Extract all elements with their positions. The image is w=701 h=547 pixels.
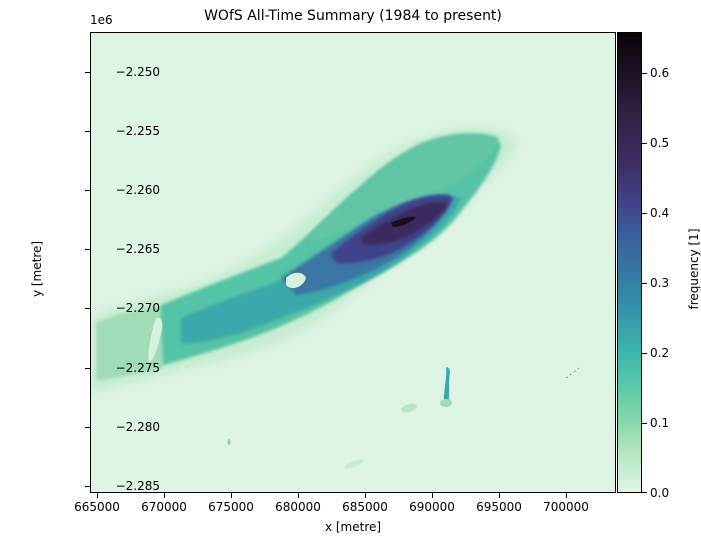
heatmap-plot-area	[90, 32, 616, 493]
y-tick-label: −2.265	[115, 242, 160, 256]
x-tick-label: 670000	[141, 500, 187, 514]
x-tick-mark	[499, 493, 500, 498]
x-tick-mark	[566, 493, 567, 498]
y-tick-label: −2.255	[115, 124, 160, 138]
x-tick-mark	[164, 493, 165, 498]
colorbar-tick-label: 0.1	[650, 416, 670, 430]
y-tick-label: −2.285	[115, 479, 160, 493]
x-tick-label: 690000	[409, 500, 455, 514]
y-tick-label: −2.275	[115, 361, 160, 375]
colorbar-tick-label: 0.4	[650, 206, 670, 220]
y-tick-label: −2.250	[115, 65, 160, 79]
water-frequency-raster	[91, 33, 615, 492]
y-tick-mark	[85, 368, 90, 369]
y-tick-mark	[85, 249, 90, 250]
y-offset-label: 1e6	[90, 13, 113, 27]
colorbar-tick-label: 0.3	[650, 276, 670, 290]
colorbar-tick-mark	[642, 73, 647, 74]
x-tick-label: 700000	[543, 500, 589, 514]
x-tick-mark	[298, 493, 299, 498]
y-tick-mark	[85, 427, 90, 428]
y-tick-mark	[85, 131, 90, 132]
colorbar-tick-mark	[642, 492, 647, 493]
y-tick-mark	[85, 308, 90, 309]
x-tick-mark	[432, 493, 433, 498]
y-tick-label: −2.280	[115, 420, 160, 434]
x-tick-mark	[231, 493, 232, 498]
x-tick-label: 695000	[476, 500, 522, 514]
colorbar-label: frequency [1]	[687, 228, 701, 310]
y-tick-mark	[85, 190, 90, 191]
colorbar-tick-label: 0.2	[650, 346, 670, 360]
x-tick-label: 675000	[208, 500, 254, 514]
y-axis-label: y [metre]	[30, 240, 45, 298]
colorbar-tick-label: 0.6	[650, 66, 670, 80]
y-tick-label: −2.270	[115, 301, 160, 315]
x-tick-mark	[365, 493, 366, 498]
x-axis-label: x [metre]	[324, 520, 382, 534]
colorbar-tick-label: 0.0	[650, 486, 670, 500]
colorbar-tick-mark	[642, 423, 647, 424]
colorbar-tick-mark	[642, 283, 647, 284]
colorbar-tick-label: 0.5	[650, 136, 670, 150]
chart-title: WOfS All-Time Summary (1984 to present)	[204, 8, 502, 24]
x-tick-label: 680000	[275, 500, 321, 514]
y-tick-mark	[85, 486, 90, 487]
colorbar	[617, 32, 642, 493]
x-tick-mark	[97, 493, 98, 498]
colorbar-tick-mark	[642, 143, 647, 144]
colorbar-tick-mark	[642, 353, 647, 354]
x-tick-label: 665000	[74, 500, 120, 514]
y-tick-label: −2.260	[115, 183, 160, 197]
colorbar-tick-mark	[642, 213, 647, 214]
x-tick-label: 685000	[342, 500, 388, 514]
y-tick-mark	[85, 72, 90, 73]
